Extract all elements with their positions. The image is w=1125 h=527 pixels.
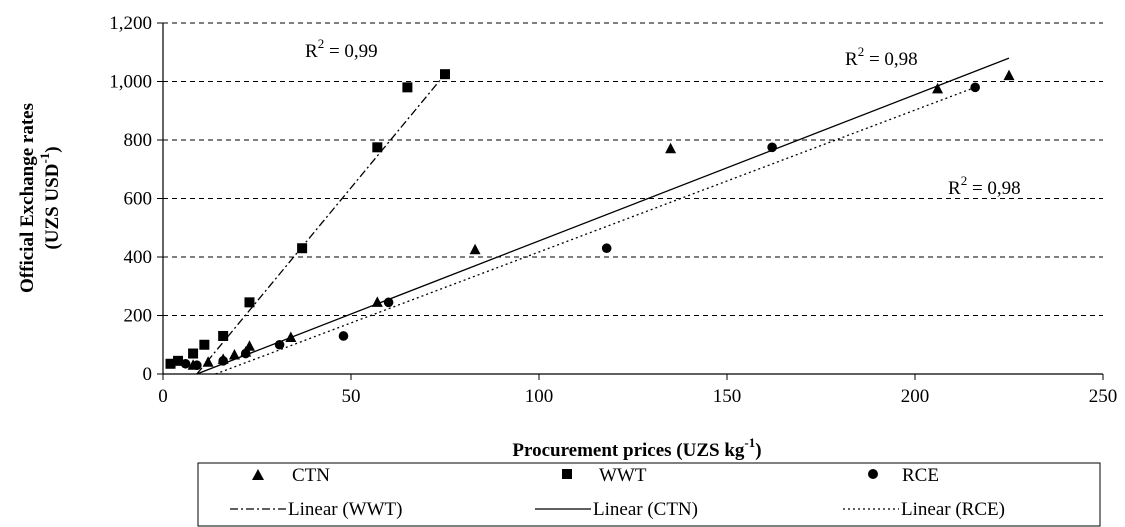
y-axis-ticks: 0 200 400 600 800 1,000 1,200 bbox=[109, 13, 163, 385]
data-point-rce bbox=[240, 348, 251, 359]
x-axis-title: Procurement prices (UZS kg-1) bbox=[512, 435, 761, 461]
legend-label-linear-wwt: Linear (WWT) bbox=[288, 499, 402, 520]
x-tick-label: 200 bbox=[901, 386, 930, 407]
y-axis-title-line1: Official Exchange rates bbox=[17, 103, 38, 293]
data-point-ctn bbox=[665, 142, 677, 154]
trendline-linear-wwt bbox=[196, 73, 446, 375]
r2-wwt-r: R bbox=[305, 41, 318, 62]
r2-wwt-sup: 2 bbox=[318, 36, 325, 51]
y-tick-label: 200 bbox=[124, 306, 153, 327]
trendline-linear-rce bbox=[215, 86, 976, 375]
y-tick-label: 1,200 bbox=[109, 13, 152, 34]
x-axis-title-end: ) bbox=[755, 440, 761, 461]
trendlines bbox=[196, 57, 1010, 375]
x-axis-ticks: 0 50 100 150 200 250 bbox=[158, 374, 1117, 407]
legend-circle-icon bbox=[868, 469, 878, 479]
data-point-ctn bbox=[243, 340, 255, 351]
legend-label-wwt: WWT bbox=[599, 465, 647, 486]
x-axis-title-text: Procurement prices (UZS kg bbox=[512, 440, 745, 461]
svg-text:R2 = 0,98: R2 = 0,98 bbox=[948, 173, 1021, 199]
y-tick-label: 0 bbox=[143, 364, 153, 385]
data-point-wwt bbox=[297, 243, 308, 254]
legend-item-rce: RCE bbox=[868, 465, 939, 486]
data-point-rce bbox=[970, 82, 980, 93]
r2-ctn-r: R bbox=[845, 49, 858, 70]
data-point-ctn bbox=[228, 348, 240, 360]
y-axis-title-line2: (UZS USD-1) bbox=[37, 146, 63, 249]
y-axis-title: Official Exchange rates (UZS USD-1) bbox=[17, 103, 63, 293]
x-tick-label: 100 bbox=[525, 386, 554, 407]
legend-label-linear-rce: Linear (RCE) bbox=[901, 499, 1005, 520]
legend: CTN WWT RCE Linear (WWT) Linear (CTN) Li… bbox=[197, 462, 1101, 527]
r2-label-wwt: R2 = 0,99 bbox=[305, 36, 378, 62]
x-tick-label: 50 bbox=[342, 386, 361, 407]
svg-text:R2 = 0,98: R2 = 0,98 bbox=[845, 44, 918, 70]
data-point-wwt bbox=[218, 330, 229, 341]
y-tick-label: 1,000 bbox=[109, 72, 152, 93]
data-point-rce bbox=[338, 331, 349, 341]
y-axis-title-sup: -1 bbox=[37, 153, 52, 164]
r2-wwt-value: = 0,99 bbox=[324, 41, 377, 62]
data-point-ctn bbox=[371, 296, 383, 307]
y-axis-title-line2-text: (UZS USD bbox=[42, 164, 63, 250]
data-point-wwt bbox=[440, 69, 450, 80]
legend-label-rce: RCE bbox=[902, 465, 939, 486]
data-point-ctn bbox=[285, 331, 297, 342]
data-point-wwt bbox=[199, 339, 210, 350]
data-point-rce bbox=[218, 356, 228, 366]
r2-label-ctn: R2 = 0,98 bbox=[845, 44, 918, 70]
legend-item-linear-ctn: Linear (CTN) bbox=[535, 499, 698, 520]
data-point-rce bbox=[192, 360, 202, 371]
x-tick-label: 150 bbox=[713, 386, 742, 407]
r2-ctn-value: = 0,98 bbox=[864, 49, 917, 70]
gridlines bbox=[163, 22, 1103, 316]
data-point-ctn bbox=[202, 356, 214, 367]
r2-label-rce: R2 = 0,98 bbox=[948, 173, 1021, 199]
data-point-rce bbox=[274, 339, 285, 350]
y-tick-label: 400 bbox=[124, 247, 153, 268]
data-point-ctn bbox=[932, 82, 944, 94]
legend-item-ctn: CTN bbox=[252, 465, 330, 486]
legend-item-wwt: WWT bbox=[562, 465, 647, 486]
data-point-wwt bbox=[244, 297, 255, 308]
x-axis-title-sup: -1 bbox=[744, 435, 755, 450]
data-point-wwt bbox=[165, 358, 176, 369]
legend-label-ctn: CTN bbox=[292, 465, 330, 486]
data-point-ctn bbox=[1003, 69, 1015, 81]
data-points bbox=[165, 69, 1015, 371]
data-point-ctn bbox=[469, 243, 481, 255]
svg-text:R2 = 0,99: R2 = 0,99 bbox=[305, 36, 378, 62]
legend-frame bbox=[197, 462, 1101, 527]
legend-square-icon bbox=[562, 469, 572, 479]
data-point-rce bbox=[383, 297, 394, 308]
y-axis-title-end: ) bbox=[42, 146, 63, 152]
data-point-wwt bbox=[402, 82, 413, 93]
r2-rce-r: R bbox=[948, 178, 961, 199]
y-tick-label: 800 bbox=[124, 130, 153, 151]
r2-ctn-sup: 2 bbox=[858, 44, 865, 59]
r2-rce-value: = 0,98 bbox=[967, 178, 1020, 199]
data-point-rce bbox=[601, 243, 612, 254]
x-tick-label: 250 bbox=[1089, 386, 1118, 407]
legend-triangle-icon bbox=[252, 469, 264, 480]
r2-rce-sup: 2 bbox=[961, 173, 968, 188]
legend-item-linear-rce: Linear (RCE) bbox=[843, 499, 1005, 520]
x-tick-label: 0 bbox=[158, 386, 168, 407]
legend-item-linear-wwt: Linear (WWT) bbox=[230, 499, 402, 520]
y-tick-label: 600 bbox=[124, 189, 153, 210]
data-point-wwt bbox=[372, 142, 383, 153]
data-point-wwt bbox=[173, 355, 184, 366]
trendline-linear-ctn bbox=[196, 57, 1010, 375]
data-point-rce bbox=[180, 358, 191, 369]
data-point-wwt bbox=[188, 348, 199, 359]
data-point-rce bbox=[767, 142, 777, 153]
legend-label-linear-ctn: Linear (CTN) bbox=[593, 499, 698, 520]
